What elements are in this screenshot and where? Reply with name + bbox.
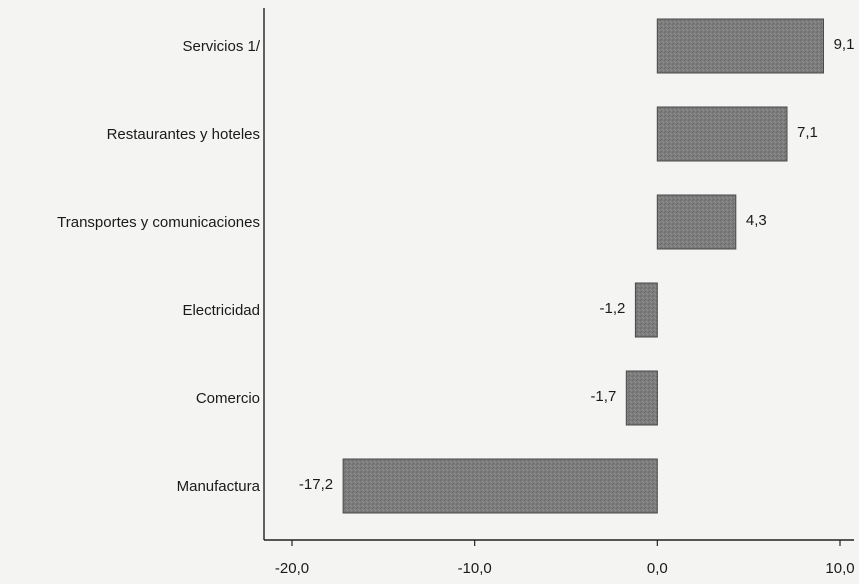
value-label: -1,7 bbox=[590, 388, 616, 405]
category-label: Manufactura bbox=[177, 478, 261, 495]
x-tick-label: -10,0 bbox=[458, 560, 492, 577]
bar bbox=[656, 194, 737, 250]
x-tick-label: 0,0 bbox=[647, 560, 668, 577]
value-label: -1,2 bbox=[600, 300, 626, 317]
bar bbox=[656, 18, 824, 74]
x-tick-label: 10,0 bbox=[825, 560, 854, 577]
category-label: Transportes y comunicaciones bbox=[57, 214, 260, 231]
category-label: Comercio bbox=[196, 390, 260, 407]
value-label: 7,1 bbox=[797, 124, 818, 141]
value-label: 4,3 bbox=[746, 212, 767, 229]
value-label: -17,2 bbox=[299, 476, 333, 493]
category-label: Restaurantes y hoteles bbox=[107, 126, 260, 143]
labels-layer: Servicios 1/9,1 Restaurantes y hoteles 7,1… bbox=[57, 36, 854, 577]
value-label: 9,1 bbox=[834, 36, 855, 53]
bar bbox=[342, 458, 658, 514]
category-label: Electricidad bbox=[182, 302, 260, 319]
bar bbox=[656, 106, 788, 162]
category-label: Servicios 1/ bbox=[182, 38, 260, 55]
bars-layer bbox=[342, 18, 824, 514]
axes-layer bbox=[263, 8, 854, 546]
bar bbox=[634, 282, 658, 338]
bar bbox=[625, 370, 658, 426]
x-tick-label: -20,0 bbox=[275, 560, 309, 577]
